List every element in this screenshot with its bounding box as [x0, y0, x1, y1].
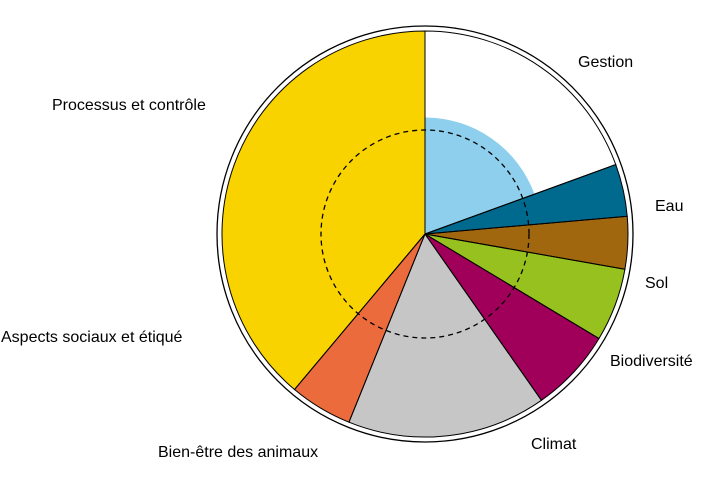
- label-gestion: Gestion: [578, 54, 633, 71]
- slice-sol: [425, 216, 629, 270]
- label-aspects-sociaux-et-etique: Aspects sociaux et étiqué: [1, 329, 183, 346]
- slice-aspects-sociaux-et-etique: [294, 234, 425, 423]
- slice-biodiversite: [425, 234, 625, 339]
- slice-climat: [425, 234, 599, 401]
- label-processus-et-controle: Processus et contrôle: [52, 97, 206, 114]
- label-bien-etre-des-animaux: Bien-être des animaux: [158, 444, 318, 461]
- labels-layer: Gestion Eau Sol Biodiversité Climat Bien-être…: [1, 54, 693, 461]
- label-eau: Eau: [655, 198, 683, 215]
- outline-processus-et-controle: [221, 30, 426, 391]
- slice-eau: [425, 164, 628, 234]
- label-climat: Climat: [531, 436, 577, 453]
- slice-processus-et-controle: [221, 30, 425, 390]
- reference-circle: [320, 129, 530, 339]
- label-biodiversite: Biodiversité: [610, 353, 693, 370]
- slice-gestion: [425, 117, 535, 234]
- slice-bien-etre-des-animaux: [348, 234, 542, 438]
- label-sol: Sol: [645, 275, 668, 292]
- outline-gestion: [424, 30, 617, 235]
- outline-bien-etre-des-animaux: [348, 232, 543, 438]
- outlines-layer: [216, 25, 634, 443]
- outer-circle: [216, 25, 634, 443]
- reference-layer: [320, 129, 530, 339]
